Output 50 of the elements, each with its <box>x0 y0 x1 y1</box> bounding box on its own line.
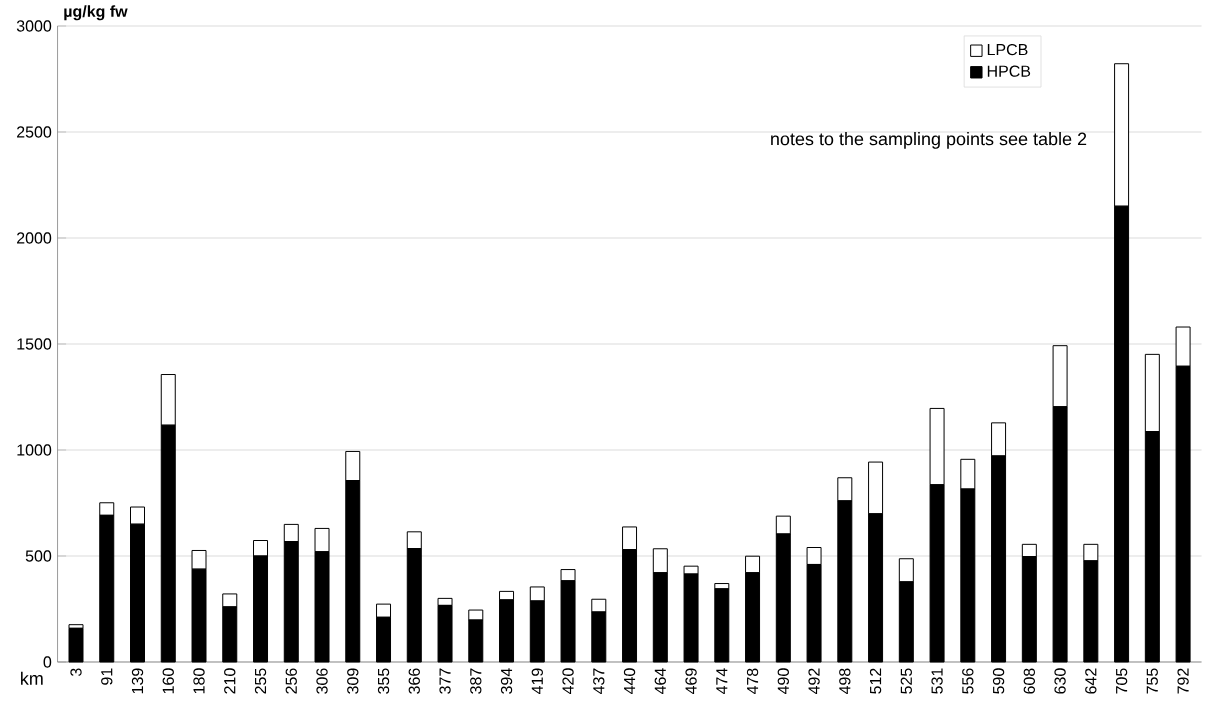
annotation: notes to the sampling points see table 2 <box>771 132 1087 149</box>
x-tick-label: 492 <box>808 668 820 695</box>
x-tick-label: 160 <box>162 668 174 694</box>
x-tick-label: 498 <box>839 668 851 695</box>
x-tick-label: 210 <box>224 668 236 694</box>
x-tick-label: 387 <box>470 668 482 694</box>
x-tick-label: 464 <box>654 668 666 695</box>
x-tick-label: 630 <box>1054 668 1066 694</box>
x-tick-label: 3 <box>70 668 82 677</box>
y-tick-label: 1500 <box>17 338 52 350</box>
x-tick-label: 440 <box>623 668 636 695</box>
x-tick-label: 394 <box>500 668 513 694</box>
x-tick-label: 705 <box>1115 668 1128 694</box>
x-tick-label: 419 <box>531 668 543 695</box>
x-tick-label: 309 <box>347 668 359 694</box>
x-tick-label: 478 <box>746 668 759 695</box>
x-tick-label: 91 <box>101 668 113 685</box>
x-tick-label: 420 <box>562 668 574 695</box>
bar <box>68 627 84 663</box>
x-tick-label: 255 <box>254 668 267 694</box>
y-tick-label: 0 <box>43 656 52 668</box>
x-tick-label: 256 <box>285 668 297 694</box>
x-tick-label: 139 <box>131 668 144 694</box>
y-tick-label: 1000 <box>17 444 52 456</box>
x-tick-label: 525 <box>900 668 912 694</box>
x-tick-label: 377 <box>439 668 451 694</box>
x-tick-label: 474 <box>716 668 728 695</box>
x-tick-label: 608 <box>1023 668 1035 694</box>
x-tick-label: 512 <box>869 668 882 694</box>
x-tick-label: 355 <box>377 668 390 694</box>
x-tick-label: 755 <box>1146 668 1158 694</box>
x-tick-label: 490 <box>777 668 789 695</box>
y-tick-label: 2500 <box>17 126 52 138</box>
x-tick-label: 531 <box>931 668 943 694</box>
x-tick-label: 792 <box>1177 668 1189 694</box>
x-tick-label: 590 <box>992 668 1005 694</box>
x-tick-label: 642 <box>1085 668 1097 694</box>
x-tick-label: 306 <box>316 668 328 694</box>
x-tick-label: 180 <box>193 668 205 694</box>
y-tick-label: 500 <box>25 550 52 562</box>
y-tick-label: 2000 <box>17 232 52 244</box>
legend-label: HPCB <box>987 65 1031 77</box>
x-tick-label: 366 <box>408 668 420 694</box>
legend-label: LPCB <box>987 43 1028 56</box>
x-tick-label: 556 <box>962 668 974 694</box>
y-tick-label: 3000 <box>16 20 52 32</box>
x-tick-label: 469 <box>685 668 697 695</box>
y-axis-title: µg/kg fw <box>64 5 128 21</box>
x-axis-title: km <box>21 671 43 685</box>
x-tick-label: 437 <box>593 668 605 695</box>
